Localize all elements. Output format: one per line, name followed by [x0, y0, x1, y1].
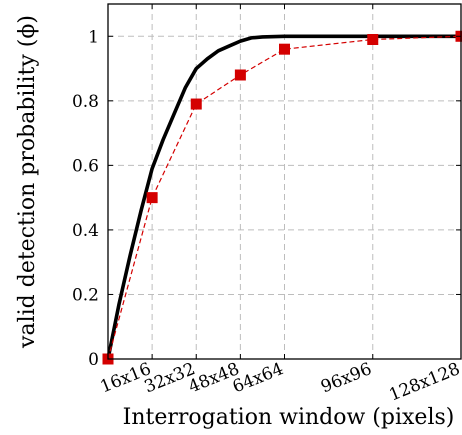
grid-lines	[108, 4, 461, 359]
data-series	[102, 30, 462, 365]
x-axis-title: Interrogation window (pixels)	[123, 405, 455, 430]
y-axis-title: valid detection probability (ϕ)	[15, 15, 40, 349]
x-tick-label: 96x96	[318, 359, 375, 397]
y-tick-label: 0.6	[72, 156, 99, 176]
data-point-marker	[146, 192, 158, 204]
data-point-marker	[279, 43, 290, 55]
y-tick-label: 0.4	[72, 221, 99, 241]
data-point-marker	[234, 69, 246, 81]
y-tick-label: 0.2	[72, 285, 99, 305]
data-point-marker	[190, 98, 202, 110]
axis-ticks	[108, 4, 462, 360]
x-tick-label: 64x64	[230, 359, 287, 397]
y-tick-label: 0.8	[72, 92, 99, 112]
x-tick-label: 128x128	[386, 359, 462, 405]
y-tick-label: 1	[88, 27, 99, 47]
series-line-solid	[106, 34, 461, 360]
y-tick-label: 0	[88, 350, 99, 370]
data-point-marker	[367, 34, 379, 45]
